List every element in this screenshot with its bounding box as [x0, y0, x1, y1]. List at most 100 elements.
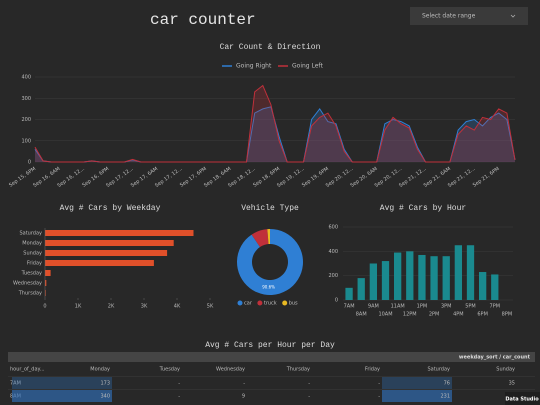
- chart-title: Vehicle Type: [241, 204, 299, 213]
- y-tick-label: Friday: [27, 261, 42, 267]
- legend-label: Going Left: [292, 63, 323, 70]
- y-tick-label: Saturday: [19, 231, 42, 237]
- slice: [251, 229, 269, 248]
- date-box[interactable]: [410, 7, 528, 25]
- table-header-bar: [8, 352, 535, 362]
- y-tick-label: 0: [335, 298, 338, 304]
- x-tick-label: 9AM: [368, 304, 379, 310]
- table-title: Avg # Cars per Hour per Day: [205, 341, 335, 350]
- bar: [45, 230, 194, 236]
- column-header: Wednesday: [216, 367, 245, 373]
- slice: [267, 229, 270, 245]
- bar: [45, 260, 154, 266]
- y-tick-label: Wednesday: [13, 281, 42, 287]
- table-cell: -: [378, 394, 380, 400]
- table-cell: 173: [100, 381, 110, 387]
- column-header: Friday: [365, 367, 380, 373]
- bar: [357, 278, 365, 300]
- x-tick-label: 3K: [141, 304, 148, 310]
- x-tick-label: 4K: [174, 304, 181, 310]
- chart-title: Avg # Cars by Weekday: [60, 204, 161, 213]
- table-cell: -: [308, 381, 310, 387]
- x-tick-label: 1K: [75, 304, 82, 310]
- y-tick-label: 400: [328, 249, 338, 255]
- x-tick-label: 6PM: [477, 312, 488, 318]
- column-header: Sunday: [496, 367, 515, 373]
- y-tick-label: 400: [21, 75, 31, 81]
- table-cell: 76: [444, 381, 450, 387]
- bar: [454, 245, 462, 300]
- bar: [418, 254, 426, 300]
- table-header: weekday_sort / car_count: [459, 355, 531, 361]
- bar: [45, 280, 47, 286]
- bar: [381, 261, 390, 300]
- cell-shade: [382, 390, 452, 402]
- line: [34, 84, 516, 163]
- bar: [491, 274, 499, 300]
- x-tick-label: 0: [43, 304, 46, 310]
- cell-shade: [12, 377, 112, 389]
- y-tick-label: 300: [21, 96, 31, 102]
- slice: [236, 229, 303, 295]
- bar: [45, 250, 168, 256]
- y-tick-label: 600: [328, 225, 338, 231]
- column-header: Monday: [90, 367, 110, 373]
- chart-title: Car Count & Direction: [220, 43, 321, 52]
- date-selector[interactable]: Select date range: [422, 13, 476, 20]
- legend-swatch: [257, 300, 263, 306]
- table-cell: 7AM: [10, 381, 21, 387]
- bar: [406, 251, 414, 300]
- legend-swatch: [237, 300, 243, 306]
- legend-swatch: [282, 300, 288, 306]
- x-tick-label: 2PM: [429, 312, 440, 318]
- column-header: Tuesday: [159, 367, 180, 373]
- x-tick-label: 11AM: [391, 304, 405, 310]
- y-tick-label: 200: [21, 117, 31, 123]
- table-cell: -: [243, 381, 245, 387]
- bar: [466, 245, 475, 300]
- y-tick-label: Sunday: [23, 251, 42, 257]
- x-tick-label: 1PM: [417, 304, 428, 310]
- table-cell: -: [308, 394, 310, 400]
- bar: [45, 290, 46, 296]
- y-tick-label: Tuesday: [21, 271, 42, 277]
- bar: [345, 287, 353, 300]
- bar: [442, 256, 450, 300]
- column-header: Saturday: [427, 367, 450, 373]
- x-tick-label: 7PM: [490, 304, 501, 310]
- x-tick-label: 5K: [207, 304, 214, 310]
- table-cell: 231: [440, 394, 450, 400]
- table-cell: 35: [509, 381, 515, 387]
- bar: [479, 272, 487, 300]
- bar: [45, 270, 51, 276]
- table-cell: -: [378, 381, 380, 387]
- column-header: hour_of_day...: [10, 367, 45, 373]
- x-tick-label: 7AM: [344, 304, 355, 310]
- x-tick-label: 12PM: [403, 312, 417, 318]
- legend-label: car: [244, 301, 253, 307]
- bar: [394, 252, 402, 300]
- column-header: Thursday: [286, 367, 310, 373]
- x-tick-label: Sep 21, 6PM: [472, 166, 501, 189]
- x-tick-label: 10AM: [378, 312, 392, 318]
- y-tick-label: 100: [21, 138, 31, 144]
- bar: [369, 263, 377, 300]
- x-tick-label: 2K: [108, 304, 115, 310]
- badge: Data Studio: [505, 397, 539, 403]
- badge-bg: [505, 392, 540, 405]
- value-label: 90.6%: [262, 284, 275, 289]
- bar: [45, 240, 174, 246]
- table-cell: -: [178, 394, 180, 400]
- y-tick-label: 200: [328, 273, 338, 279]
- table-cell: 9: [242, 394, 245, 400]
- x-tick-label: 4PM: [453, 312, 464, 318]
- y-tick-label: 0: [28, 160, 31, 166]
- y-tick-label: Monday: [22, 241, 42, 247]
- y-tick-label: Thursday: [18, 291, 42, 297]
- cell-shade: [12, 390, 112, 402]
- x-tick-label: 3PM: [441, 304, 452, 310]
- legend-label: bus: [289, 301, 298, 307]
- cell-shade: [382, 377, 452, 389]
- legend-label: Going Right: [236, 63, 272, 70]
